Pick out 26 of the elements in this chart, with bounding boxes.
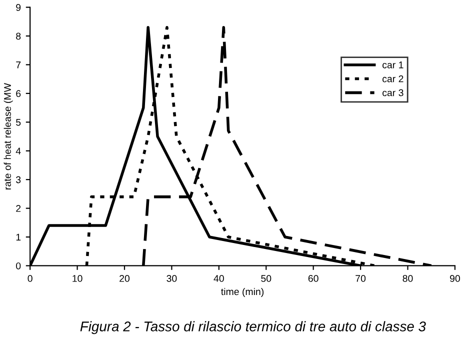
x-tick-label: 10 <box>72 275 82 282</box>
x-axis-title: time (min) <box>221 288 264 298</box>
x-tick-label: 80 <box>402 275 413 282</box>
legend-label: car 2 <box>382 75 404 82</box>
legend-label: car 1 <box>382 62 404 68</box>
y-tick-label: 3 <box>16 176 21 184</box>
x-tick-label: 90 <box>450 275 460 282</box>
y-tick-label: 0 <box>16 262 21 270</box>
y-axis-title: rate of heat release (MW <box>4 83 13 190</box>
x-tick-label: 70 <box>356 275 366 282</box>
y-tick-label: 2 <box>16 205 21 212</box>
y-tick-label: 8 <box>16 32 21 40</box>
x-tick-label: 0 <box>28 275 32 282</box>
legend-label: car 3 <box>382 89 404 96</box>
x-tick-label: 40 <box>214 275 224 282</box>
text: Figura 2 - Tasso di rilascio termico di tre auto di classe 3 <box>80 321 426 334</box>
y-tick-label: 1 <box>16 234 21 241</box>
y-tick-label: 9 <box>16 4 21 11</box>
y-tick-label: 5 <box>16 118 21 126</box>
x-tick-label: 50 <box>261 275 272 282</box>
x-tick-label: 30 <box>166 275 177 282</box>
x-tick-label: 60 <box>308 275 318 282</box>
y-tick-label: 6 <box>16 90 21 98</box>
y-tick-label: 4 <box>16 148 21 154</box>
y-tick-label: 7 <box>16 62 21 68</box>
x-tick-label: 20 <box>120 275 130 282</box>
